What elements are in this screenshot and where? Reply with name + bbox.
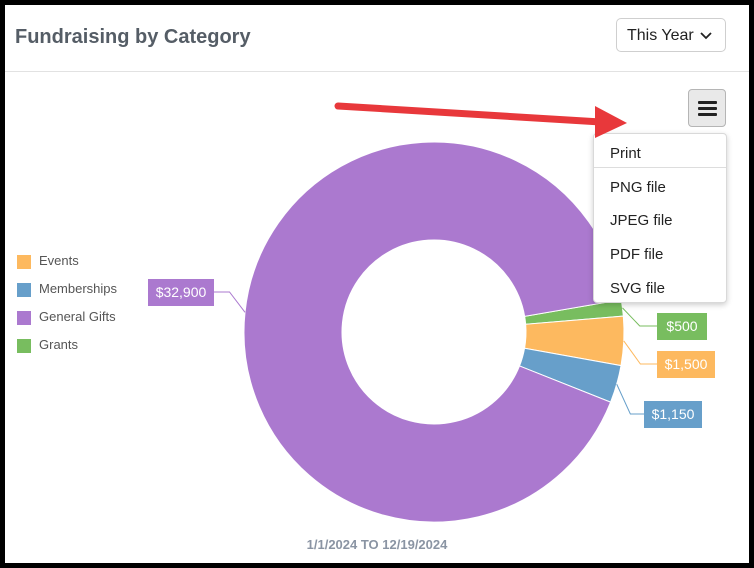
connector-line — [623, 340, 657, 365]
date-range: 1/1/2024 TO 12/19/2024 — [306, 537, 448, 552]
legend-swatch — [17, 339, 31, 353]
donut-chart — [214, 141, 657, 523]
data-label: $500 — [657, 313, 707, 340]
legend-swatch — [17, 311, 31, 325]
menu-item-svg[interactable]: SVG file — [610, 280, 666, 297]
data-label: $1,500 — [657, 351, 715, 378]
data-label: $1,150 — [644, 401, 702, 428]
menu-item-print[interactable]: Print — [610, 145, 641, 162]
legend-swatch — [17, 255, 31, 269]
legend-label: Memberships — [39, 281, 118, 296]
menu-divider — [594, 167, 726, 168]
menu-item-pdf[interactable]: PDF file — [610, 246, 664, 263]
widget-header: Fundraising by Category This Year — [5, 5, 749, 72]
period-select[interactable]: This Year — [616, 18, 726, 52]
slice-general-gifts[interactable] — [243, 141, 622, 523]
connector-line — [616, 383, 644, 415]
export-menu: Print PNG file JPEG file PDF file SVG fi… — [593, 133, 727, 303]
connector-line — [214, 291, 246, 313]
legend-label: Grants — [39, 337, 79, 352]
legend-label: General Gifts — [39, 309, 116, 324]
widget-title: Fundraising by Category — [15, 26, 251, 48]
connector-line — [622, 307, 657, 327]
chart-menu-button[interactable] — [688, 89, 726, 127]
chevron-down-icon — [700, 32, 712, 40]
data-label: $32,900 — [148, 279, 214, 306]
legend-swatch — [17, 283, 31, 297]
legend-label: Events — [39, 253, 79, 268]
menu-item-jpeg[interactable]: JPEG file — [610, 212, 673, 229]
menu-item-png[interactable]: PNG file — [610, 179, 666, 196]
period-select-value: This Year — [627, 27, 694, 44]
